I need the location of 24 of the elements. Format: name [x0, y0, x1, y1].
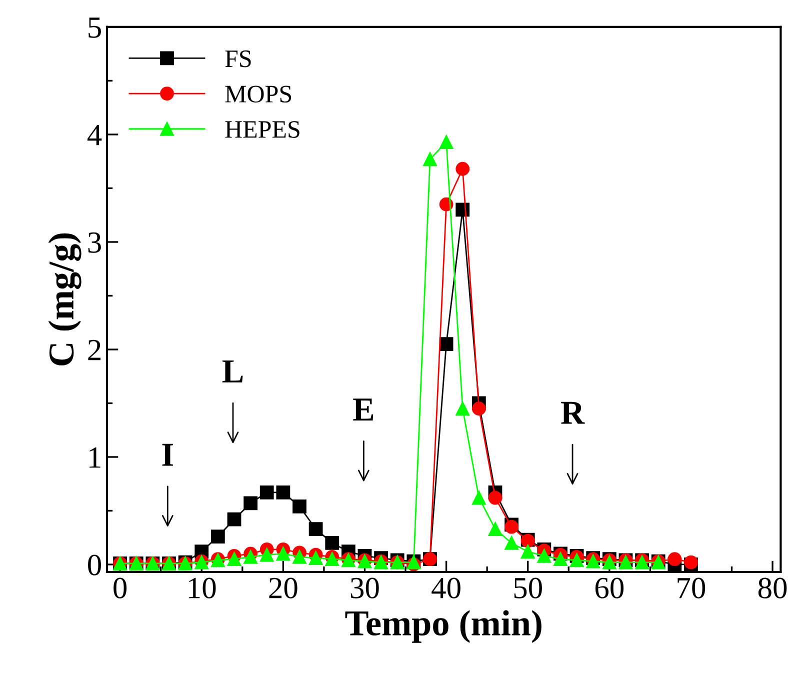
y-tick-label: 1 — [90, 447, 100, 468]
x-tick-label: 80 — [758, 578, 787, 598]
legend-label: HEPES — [225, 121, 300, 138]
legend-label: FS — [225, 50, 251, 68]
y-tick-label: 4 — [87, 124, 102, 146]
annotation: E — [353, 398, 374, 420]
x-tick-label: 20 — [269, 578, 298, 598]
x-tick-label: 0 — [114, 578, 127, 598]
y-tick-label: 5 — [88, 18, 101, 38]
x-tick-label: 50 — [514, 578, 542, 598]
x-axis-title: Tempo (min) — [345, 610, 542, 643]
y-tick-label: 0 — [88, 554, 101, 576]
y-tick-label: 2 — [88, 340, 100, 360]
annotation: R — [561, 402, 585, 424]
x-tick-label: 70 — [678, 578, 706, 598]
annotation: I — [162, 444, 173, 466]
legend-label: MOPS — [225, 86, 292, 103]
x-tick-label: 60 — [595, 578, 624, 598]
x-tick-label: 30 — [350, 578, 379, 598]
x-tick-label: 10 — [189, 578, 216, 598]
y-axis-title: C (mg/g) — [48, 233, 82, 366]
y-tick-label: 3 — [88, 232, 101, 253]
annotation: L — [222, 360, 243, 382]
x-tick-label: 40 — [432, 578, 460, 598]
